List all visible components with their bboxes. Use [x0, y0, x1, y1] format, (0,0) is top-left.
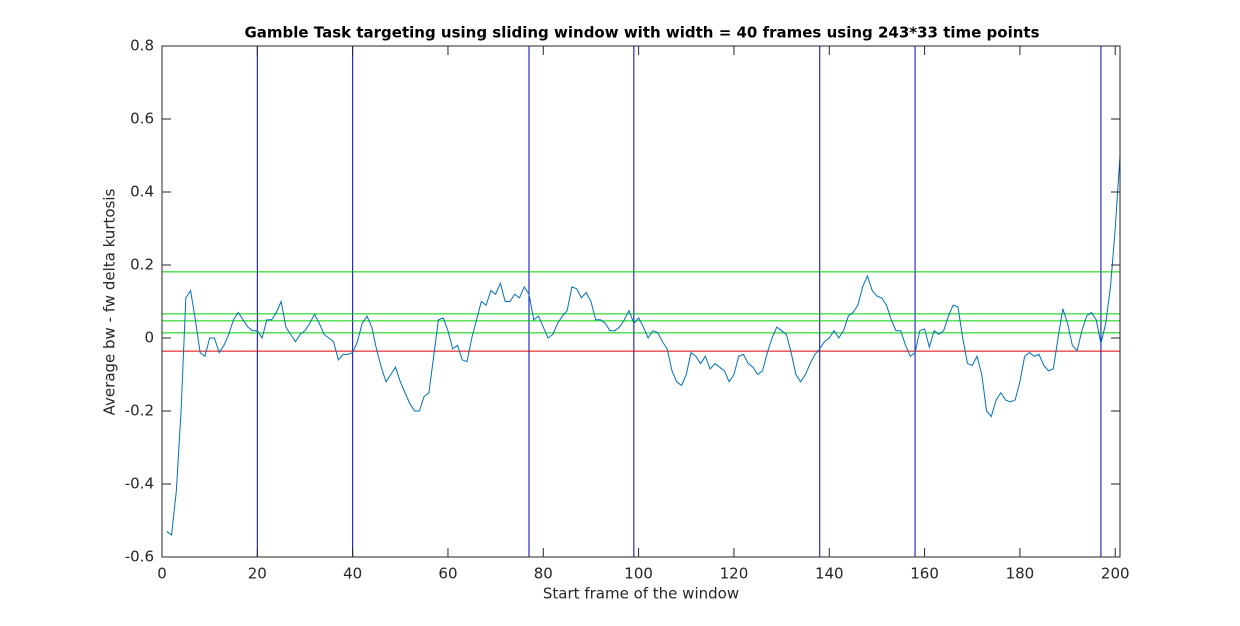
x-tick-label: 100: [624, 565, 653, 583]
y-tick-label: -0.6: [125, 548, 154, 566]
x-tick-label: 140: [815, 565, 844, 583]
y-axis-label: Average bw - fw delta kurtosis: [101, 188, 119, 415]
axes-box: [161, 45, 1121, 558]
x-tick-label: 120: [720, 565, 749, 583]
x-tick-label: 20: [248, 565, 267, 583]
x-tick-label: 80: [534, 565, 553, 583]
x-axis-label: Start frame of the window: [543, 585, 739, 603]
x-tick-label: 160: [910, 565, 939, 583]
y-tick-label: 0.2: [130, 256, 154, 274]
y-tick-label: 0: [144, 329, 154, 347]
data-line: [166, 155, 1121, 537]
x-tick-label: 60: [438, 565, 457, 583]
y-tick-label: -0.2: [125, 402, 154, 420]
x-tick-label: 0: [157, 565, 167, 583]
y-tick-label: -0.4: [125, 475, 154, 493]
x-tick-label: 40: [343, 565, 362, 583]
x-tick-label: 200: [1101, 565, 1130, 583]
y-tick-label: 0.8: [130, 37, 154, 55]
y-tick-label: 0.4: [130, 183, 154, 201]
chart-title: Gamble Task targeting using sliding wind…: [244, 24, 1039, 42]
y-tick-label: 0.6: [130, 110, 154, 128]
x-tick-label: 180: [1006, 565, 1035, 583]
